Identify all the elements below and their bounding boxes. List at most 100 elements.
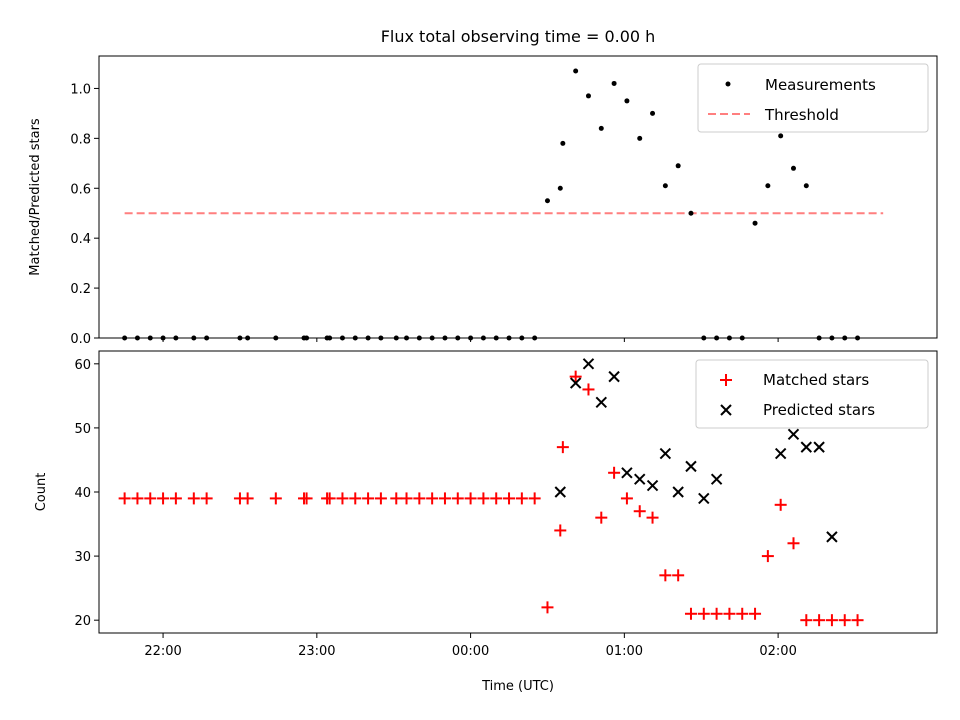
matched-star-point xyxy=(595,511,608,524)
matched-star-point xyxy=(490,492,503,505)
predicted-star-stroke xyxy=(595,396,607,408)
matched-star-point xyxy=(736,607,749,620)
bottom-x-tick-label: 22:00 xyxy=(144,644,181,659)
measurement-point xyxy=(544,198,550,204)
bottom-y-tick-label: 60 xyxy=(74,358,91,373)
matched-star-point xyxy=(131,492,144,505)
predicted-star-point xyxy=(698,492,710,505)
predicted-star-point xyxy=(634,473,646,485)
matched-star-point xyxy=(684,607,697,620)
bottom-x-tick-label: 02:00 xyxy=(759,644,796,659)
predicted-star-point xyxy=(813,441,825,453)
matched-star-point xyxy=(541,601,554,614)
bottom-y-axis-label: Count xyxy=(34,473,49,512)
measurement-point xyxy=(585,93,591,99)
measurement-point xyxy=(598,125,604,131)
predicted-star-stroke xyxy=(685,460,697,473)
matched-star-point xyxy=(620,492,633,505)
bottom-panel: Count Time (UTC) 20 30 40 50 60 22:00 23:00 00… xyxy=(34,350,938,694)
measurement-point xyxy=(803,183,809,189)
top-y-tick-label: 0.2 xyxy=(70,282,91,297)
bottom-y-tick-label: 50 xyxy=(74,422,91,437)
predicted-star-stroke xyxy=(582,358,595,370)
matched-star-point xyxy=(515,492,528,505)
top-panel: Matched/Predicted stars 0.0 0.2 0.4 0.6 0.8 1… xyxy=(28,55,938,347)
matched-star-point xyxy=(749,607,762,620)
predicted-star-stroke xyxy=(800,441,813,453)
predicted-star-stroke xyxy=(621,467,633,479)
matched-star-point xyxy=(646,511,659,524)
bottom-legend: Matched stars Predicted stars xyxy=(695,359,929,429)
matched-star-point xyxy=(787,537,800,550)
matched-star-point xyxy=(157,492,170,505)
predicted-star-stroke xyxy=(710,473,723,485)
measurement-point xyxy=(560,140,566,146)
matched-star-point xyxy=(451,492,464,505)
measurement-point xyxy=(752,220,758,226)
predicted-star-stroke xyxy=(634,473,646,485)
top-y-tick-label: 1.0 xyxy=(70,82,91,97)
predicted-star-stroke xyxy=(672,486,684,498)
bottom-y-tick-label: 20 xyxy=(74,614,91,629)
matched-star-point xyxy=(323,492,336,505)
matched-star-point xyxy=(813,614,826,627)
matched-star-point xyxy=(187,492,200,505)
top-y-tick-label: 0.4 xyxy=(70,232,91,247)
matched-star-point xyxy=(426,492,439,505)
matched-star-point xyxy=(464,492,477,505)
predicted-star-point xyxy=(554,486,566,498)
predicted-star-point xyxy=(646,479,659,492)
predicted-star-stroke xyxy=(554,486,566,498)
matched-star-point xyxy=(362,492,375,505)
top-y-axis-label: Matched/Predicted stars xyxy=(28,118,43,276)
matched-star-point xyxy=(269,492,282,505)
matched-star-point xyxy=(241,492,254,505)
bottom-x-ticks: 22:00 23:00 00:00 01:00 02:00 xyxy=(144,633,797,659)
top-y-tick-label: 0.0 xyxy=(70,332,91,347)
measurement-point xyxy=(624,98,630,104)
predicted-star-stroke xyxy=(826,531,838,543)
predicted-star-point xyxy=(800,441,813,453)
measurement-point xyxy=(778,133,784,139)
measurement-point xyxy=(637,135,643,141)
matched-star-point xyxy=(554,524,567,537)
matched-star-point xyxy=(659,569,672,582)
predicted-star-stroke xyxy=(787,428,800,441)
matched-star-point xyxy=(800,614,813,627)
legend-predicted-marker xyxy=(720,404,732,416)
measurement-point xyxy=(611,80,617,86)
top-legend: Measurements Threshold xyxy=(697,63,929,133)
matched-star-point xyxy=(633,505,646,518)
matched-star-point xyxy=(374,492,387,505)
bottom-x-tick-label: 01:00 xyxy=(606,644,643,659)
bottom-legend-box xyxy=(695,359,929,429)
matched-star-point xyxy=(528,492,541,505)
predicted-star-point xyxy=(826,531,838,543)
bottom-y-tick-label: 30 xyxy=(74,550,91,565)
predicted-star-stroke xyxy=(646,479,659,492)
matched-star-point xyxy=(569,370,582,383)
matched-star-point xyxy=(200,492,213,505)
chart-title: Flux total observing time = 0.00 h xyxy=(381,27,656,46)
matched-star-point xyxy=(503,492,516,505)
top-y-tick-label: 0.6 xyxy=(70,182,91,197)
matched-star-point xyxy=(349,492,362,505)
measurement-point xyxy=(662,183,668,189)
matched-star-point xyxy=(477,492,490,505)
matched-star-point xyxy=(118,492,131,505)
matched-star-point xyxy=(400,492,413,505)
predicted-star-point xyxy=(569,377,582,389)
bottom-x-tick-label: 23:00 xyxy=(298,644,335,659)
predicted-star-point xyxy=(659,447,672,460)
bottom-y-ticks: 20 30 40 50 60 xyxy=(74,358,99,629)
top-axes-frame xyxy=(98,55,938,339)
measurement-point xyxy=(688,210,694,216)
bottom-axes-frame xyxy=(98,350,938,634)
matched-star-point xyxy=(825,614,838,627)
matched-star-point xyxy=(390,492,403,505)
matched-star-point xyxy=(851,614,864,627)
predicted-star-point xyxy=(774,447,787,460)
predicted-star-stroke xyxy=(569,377,582,389)
predicted-star-stroke xyxy=(774,447,787,460)
